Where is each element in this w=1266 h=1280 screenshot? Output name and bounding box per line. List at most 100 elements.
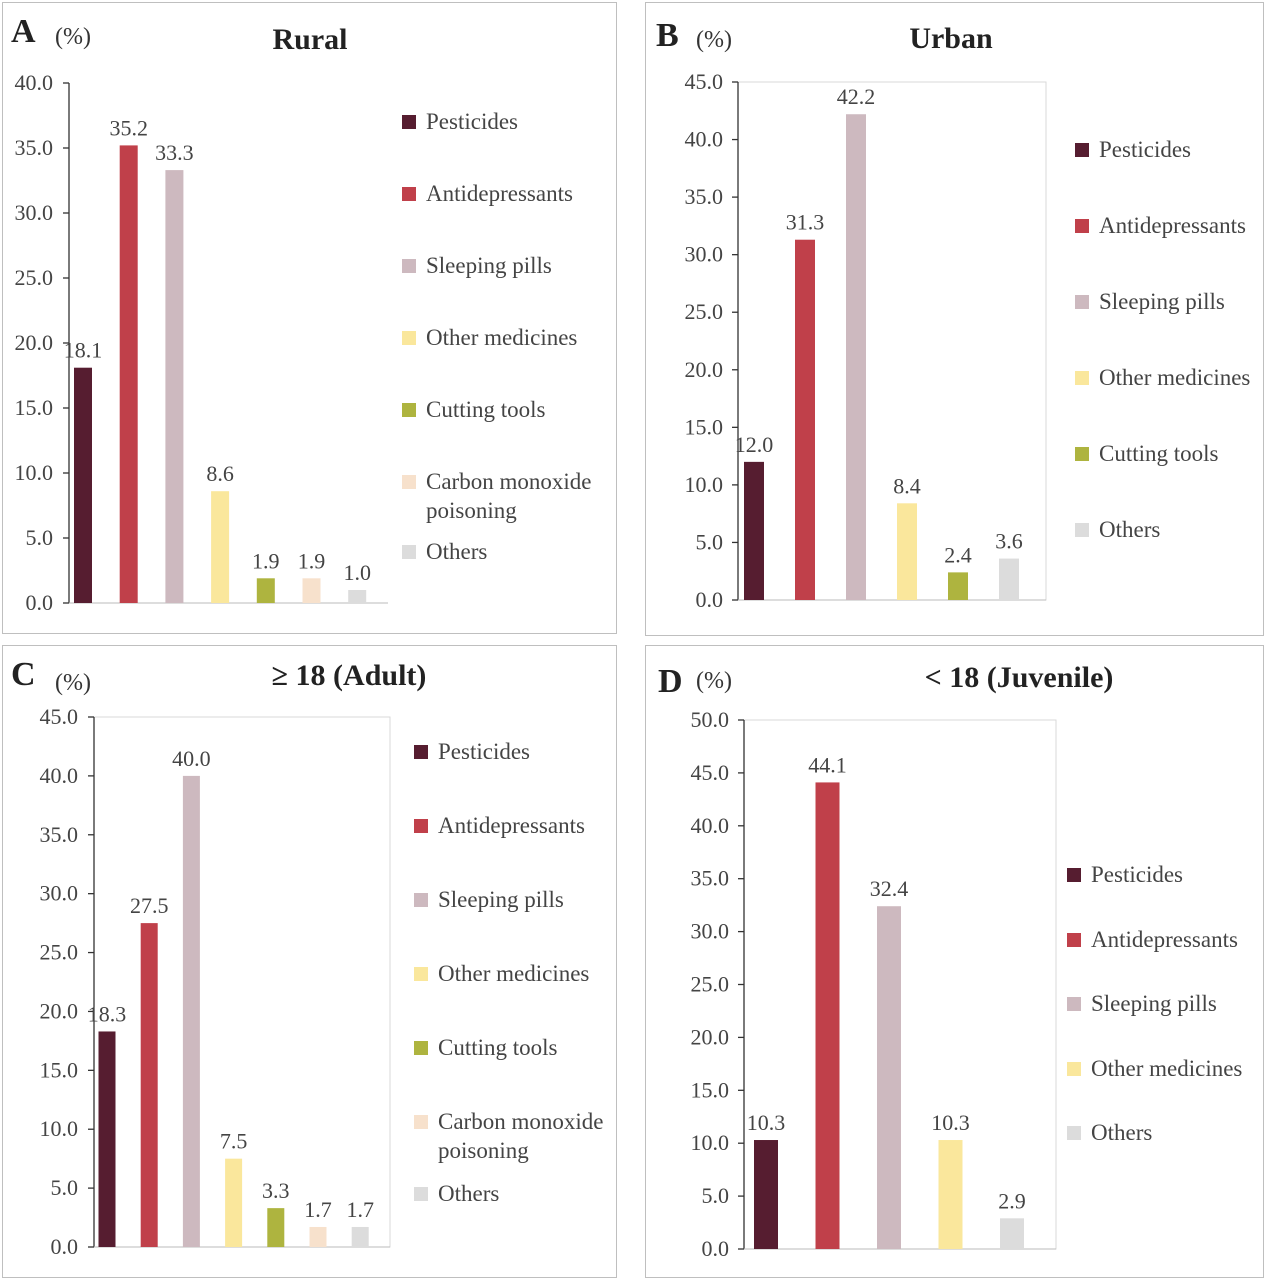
- legend-swatch: [402, 331, 416, 345]
- data-label: 18.1: [64, 338, 103, 363]
- data-label: 3.3: [262, 1178, 290, 1203]
- legend-swatch: [1075, 219, 1089, 233]
- legend-label: Pesticides: [426, 109, 518, 134]
- data-label: 18.3: [88, 1001, 127, 1026]
- data-label: 27.5: [130, 893, 169, 918]
- y-tick-label: 35.0: [685, 184, 724, 209]
- y-tick-label: 5.0: [696, 529, 724, 554]
- y-unit-label: (%): [696, 27, 732, 53]
- panel-letter: C: [11, 656, 36, 693]
- y-tick-label: 20.0: [40, 998, 79, 1023]
- legend-label: Carbon monoxide poisoning: [426, 469, 592, 523]
- bar-pesticides: [754, 1140, 778, 1249]
- y-tick-label: 15.0: [15, 395, 54, 420]
- bar-other-medicines: [211, 491, 230, 603]
- legend-swatch: [402, 187, 416, 201]
- y-tick-label: 30.0: [15, 200, 54, 225]
- legend-swatch: [402, 475, 416, 489]
- bar-others: [999, 558, 1019, 600]
- legend-swatch: [402, 259, 416, 273]
- legend-label: Antidepressants: [1099, 213, 1246, 238]
- legend-label: Others: [438, 1181, 500, 1206]
- data-label: 10.3: [747, 1110, 786, 1135]
- y-tick-label: 45.0: [685, 69, 724, 94]
- data-label: 1.0: [343, 560, 371, 585]
- legend-label: Other medicines: [1091, 1055, 1243, 1081]
- bar-cutting-tools: [256, 578, 275, 603]
- legend-label: Sleeping pills: [1091, 991, 1217, 1016]
- y-tick-label: 5.0: [26, 525, 54, 550]
- bar-carbon-monoxide-poisoning: [309, 1226, 327, 1247]
- y-tick-label: 35.0: [40, 822, 79, 847]
- legend-swatch: [1067, 932, 1081, 947]
- legend-swatch: [414, 1041, 428, 1055]
- y-tick-label: 30.0: [691, 919, 730, 944]
- y-tick-label: 0.0: [702, 1236, 730, 1261]
- panel-letter: A: [11, 13, 36, 50]
- y-tick-label: 30.0: [40, 881, 79, 906]
- bar-pesticides: [744, 461, 764, 600]
- y-tick-label: 35.0: [691, 866, 730, 891]
- legend-item: Cutting tools: [414, 1033, 558, 1062]
- legend-swatch: [414, 1115, 428, 1129]
- legend-item: Antidepressants: [1067, 925, 1238, 954]
- legend-item: Antidepressants: [402, 179, 573, 208]
- legend-item: Sleeping pills: [1075, 287, 1225, 316]
- legend-swatch: [1067, 997, 1081, 1011]
- y-tick-label: 0.0: [26, 590, 54, 615]
- data-label: 2.4: [944, 542, 972, 567]
- data-label: 12.0: [735, 432, 774, 457]
- legend-item: Sleeping pills: [414, 885, 564, 914]
- y-tick-label: 0.0: [51, 1234, 79, 1259]
- y-tick-label: 40.0: [691, 813, 730, 838]
- bar-sleeping-pills: [846, 114, 866, 600]
- y-tick-label: 5.0: [702, 1183, 730, 1208]
- bar-sleeping-pills: [877, 906, 901, 1249]
- legend-swatch: [1067, 1061, 1081, 1076]
- bar-cutting-tools: [948, 572, 968, 600]
- bar-sleeping-pills: [182, 775, 200, 1247]
- data-label: 1.7: [346, 1197, 374, 1222]
- legend-label: Other medicines: [1099, 365, 1251, 390]
- legend-swatch: [414, 1187, 428, 1201]
- y-tick-label: 20.0: [685, 357, 724, 382]
- data-label: 7.5: [220, 1129, 248, 1154]
- bar-others: [1000, 1218, 1024, 1249]
- y-tick-label: 20.0: [691, 1024, 730, 1049]
- bar-pesticides: [74, 367, 92, 603]
- legend-label: Antidepressants: [1091, 926, 1238, 952]
- data-label: 32.4: [870, 876, 909, 901]
- y-tick-label: 45.0: [40, 704, 79, 729]
- data-label: 8.4: [893, 473, 921, 498]
- data-label: 1.9: [298, 548, 326, 573]
- legend-label: Sleeping pills: [1099, 289, 1225, 314]
- y-tick-label: 35.0: [15, 135, 54, 160]
- legend-label: Others: [426, 539, 488, 564]
- bar-antidepressants: [795, 239, 815, 601]
- legend-label: Cutting tools: [426, 397, 546, 422]
- legend-item: Others: [1075, 515, 1160, 544]
- data-label: 2.9: [998, 1188, 1026, 1213]
- panel-letter: B: [656, 17, 679, 54]
- y-tick-label: 15.0: [685, 414, 724, 439]
- data-label: 31.3: [786, 210, 825, 235]
- bar-other-medicines: [897, 503, 917, 600]
- bar-sleeping-pills: [165, 170, 184, 603]
- juvenile-bar-chart: 0.0 5.0 10.0 15.0 20.0 25.0 30.0 35.0 40.0 45.0 50…: [691, 707, 1057, 1261]
- y-tick-label: 20.0: [15, 330, 54, 355]
- y-unit-label: (%): [55, 24, 91, 50]
- y-tick-label: 40.0: [685, 127, 724, 152]
- chart-title: ≥ 18 (Adult): [271, 659, 427, 692]
- urban-bar-chart: 0.0 5.0 10.0 15.0 20.0 25.0 30.0 35.0 40.0 45.0 12…: [685, 69, 1047, 612]
- legend-label: Pesticides: [438, 739, 530, 764]
- legend-label: Pesticides: [1099, 137, 1191, 162]
- bar-others: [351, 1226, 369, 1247]
- panel-juvenile: 0.0 5.0 10.0 15.0 20.0 25.0 30.0 35.0 40.0 45.0 50…: [645, 645, 1264, 1278]
- legend-label: Cutting tools: [438, 1035, 558, 1060]
- bar-antidepressants: [815, 782, 840, 1249]
- legend-swatch: [1075, 371, 1089, 385]
- legend-label: Cutting tools: [1099, 441, 1219, 466]
- panel-urban: 0.0 5.0 10.0 15.0 20.0 25.0 30.0 35.0 40.0 45.0 12…: [645, 2, 1264, 636]
- data-label: 33.3: [155, 140, 194, 165]
- legend-label: Sleeping pills: [438, 887, 564, 912]
